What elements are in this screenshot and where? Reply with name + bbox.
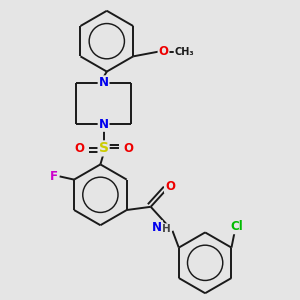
Text: Cl: Cl xyxy=(230,220,243,233)
Text: H: H xyxy=(162,224,171,234)
Text: O: O xyxy=(74,142,84,155)
Text: O: O xyxy=(165,179,175,193)
Text: S: S xyxy=(99,141,109,155)
Text: CH₃: CH₃ xyxy=(175,46,194,57)
Text: O: O xyxy=(123,142,133,155)
Text: N: N xyxy=(99,76,109,89)
Text: O: O xyxy=(158,45,169,58)
Text: F: F xyxy=(50,170,58,183)
Text: N: N xyxy=(152,221,162,234)
Text: N: N xyxy=(99,118,109,131)
